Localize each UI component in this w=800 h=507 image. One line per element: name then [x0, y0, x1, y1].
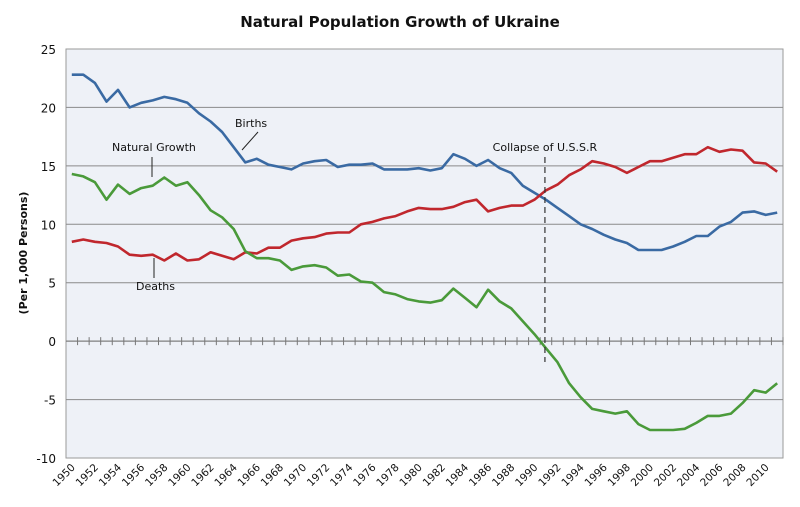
- y-tick-label: -5: [44, 394, 56, 408]
- x-tick-label: 1966: [236, 461, 264, 489]
- y-tick-label: -10: [36, 452, 56, 466]
- series-line-births: [71, 73, 778, 252]
- x-tick-label: 2006: [698, 461, 726, 489]
- x-tick-label: 1998: [606, 462, 633, 489]
- collapse-annotation-label: Collapse of U.S.S.R: [493, 141, 598, 154]
- x-tick-label: 1968: [259, 462, 286, 489]
- x-tick-label: 1986: [467, 461, 495, 489]
- plot-area: [65, 48, 784, 459]
- y-axis-label: (Per 1,000 Persons): [17, 192, 30, 315]
- x-axis-tick-labels: 1950195219541956195819601962196419661968…: [51, 461, 772, 489]
- y-axis-ticks: 25 20 15 10 5 0 -5 -10: [36, 43, 56, 466]
- y-tick-label: 10: [41, 218, 56, 232]
- x-tick-label: 1992: [536, 462, 563, 489]
- x-axis: [66, 337, 784, 346]
- x-tick-label: 2000: [629, 462, 656, 489]
- y-tick-label: 20: [41, 101, 56, 115]
- x-tick-label: 1974: [328, 461, 356, 489]
- series-line-natural-growth: [71, 172, 779, 432]
- x-tick-label: 1976: [351, 461, 379, 489]
- births-label: Births: [235, 117, 267, 130]
- series-lines: [71, 73, 779, 432]
- y-tick-label: 25: [41, 43, 56, 57]
- births-leader-line: [241, 131, 259, 151]
- x-tick-label: 1996: [582, 461, 610, 489]
- x-tick-label: 1980: [397, 462, 424, 489]
- x-tick-label: 2008: [721, 462, 748, 489]
- x-tick-label: 2004: [675, 461, 703, 489]
- x-tick-label: 1988: [490, 462, 517, 489]
- chart-title: Natural Population Growth of Ukraine: [240, 13, 560, 31]
- x-tick-label: 1990: [513, 462, 540, 489]
- x-tick-label: 1972: [305, 462, 332, 489]
- x-tick-label: 2010: [744, 462, 771, 489]
- y-tick-label: 15: [41, 160, 56, 174]
- x-tick-label: 1960: [166, 462, 193, 489]
- y-tick-label: 0: [48, 335, 56, 349]
- deaths-label: Deaths: [136, 280, 175, 293]
- series-line-deaths: [71, 145, 778, 262]
- x-tick-label: 1970: [282, 462, 309, 489]
- x-tick-label: 1984: [444, 461, 472, 489]
- x-tick-label: 1964: [212, 461, 240, 489]
- x-tick-label: 1954: [97, 461, 125, 489]
- natural-growth-label: Natural Growth: [112, 141, 196, 154]
- x-tick-label: 1956: [120, 461, 148, 489]
- x-tick-label: 1994: [559, 461, 587, 489]
- x-tick-label: 1982: [421, 462, 448, 489]
- x-tick-label: 1958: [143, 462, 170, 489]
- x-tick-label: 1978: [374, 462, 401, 489]
- y-tick-label: 5: [48, 277, 56, 291]
- x-tick-label: 1962: [189, 462, 216, 489]
- x-tick-label: 1952: [74, 462, 101, 489]
- x-tick-label: 2002: [652, 462, 679, 489]
